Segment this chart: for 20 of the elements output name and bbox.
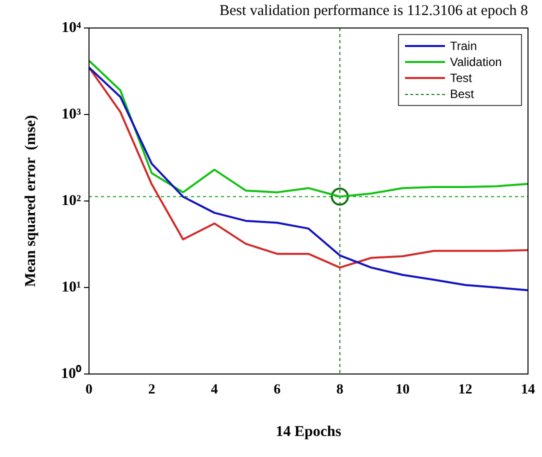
y-tick-label: 10³: [62, 106, 82, 122]
x-tick-label: 2: [148, 382, 156, 398]
x-tick-label: 12: [458, 382, 472, 398]
legend-label: Best: [450, 87, 474, 101]
legend-label: Test: [450, 71, 472, 85]
x-tick-label: 14: [521, 382, 535, 398]
y-tick-label: 10¹: [62, 279, 81, 296]
legend-label: Train: [450, 39, 477, 53]
x-tick-label: 4: [210, 382, 218, 398]
y-tick-label: 10²: [62, 192, 82, 209]
x-tick-label: 0: [86, 382, 92, 398]
legend-label: Validation: [450, 55, 502, 69]
y-tick-label: 10⁴: [62, 20, 82, 36]
x-tick-label: 10: [396, 382, 410, 398]
y-axis-title: Mean squared error (mse): [22, 115, 39, 287]
x-axis-title: 14 Epochs: [276, 424, 342, 440]
x-tick-label: 8: [336, 382, 344, 398]
chart-title: Best validation performance is 112.3106 at epoch 8: [219, 2, 528, 19]
y-tick-label: 10⁰: [61, 364, 82, 382]
x-tick-label: 6: [274, 382, 281, 398]
